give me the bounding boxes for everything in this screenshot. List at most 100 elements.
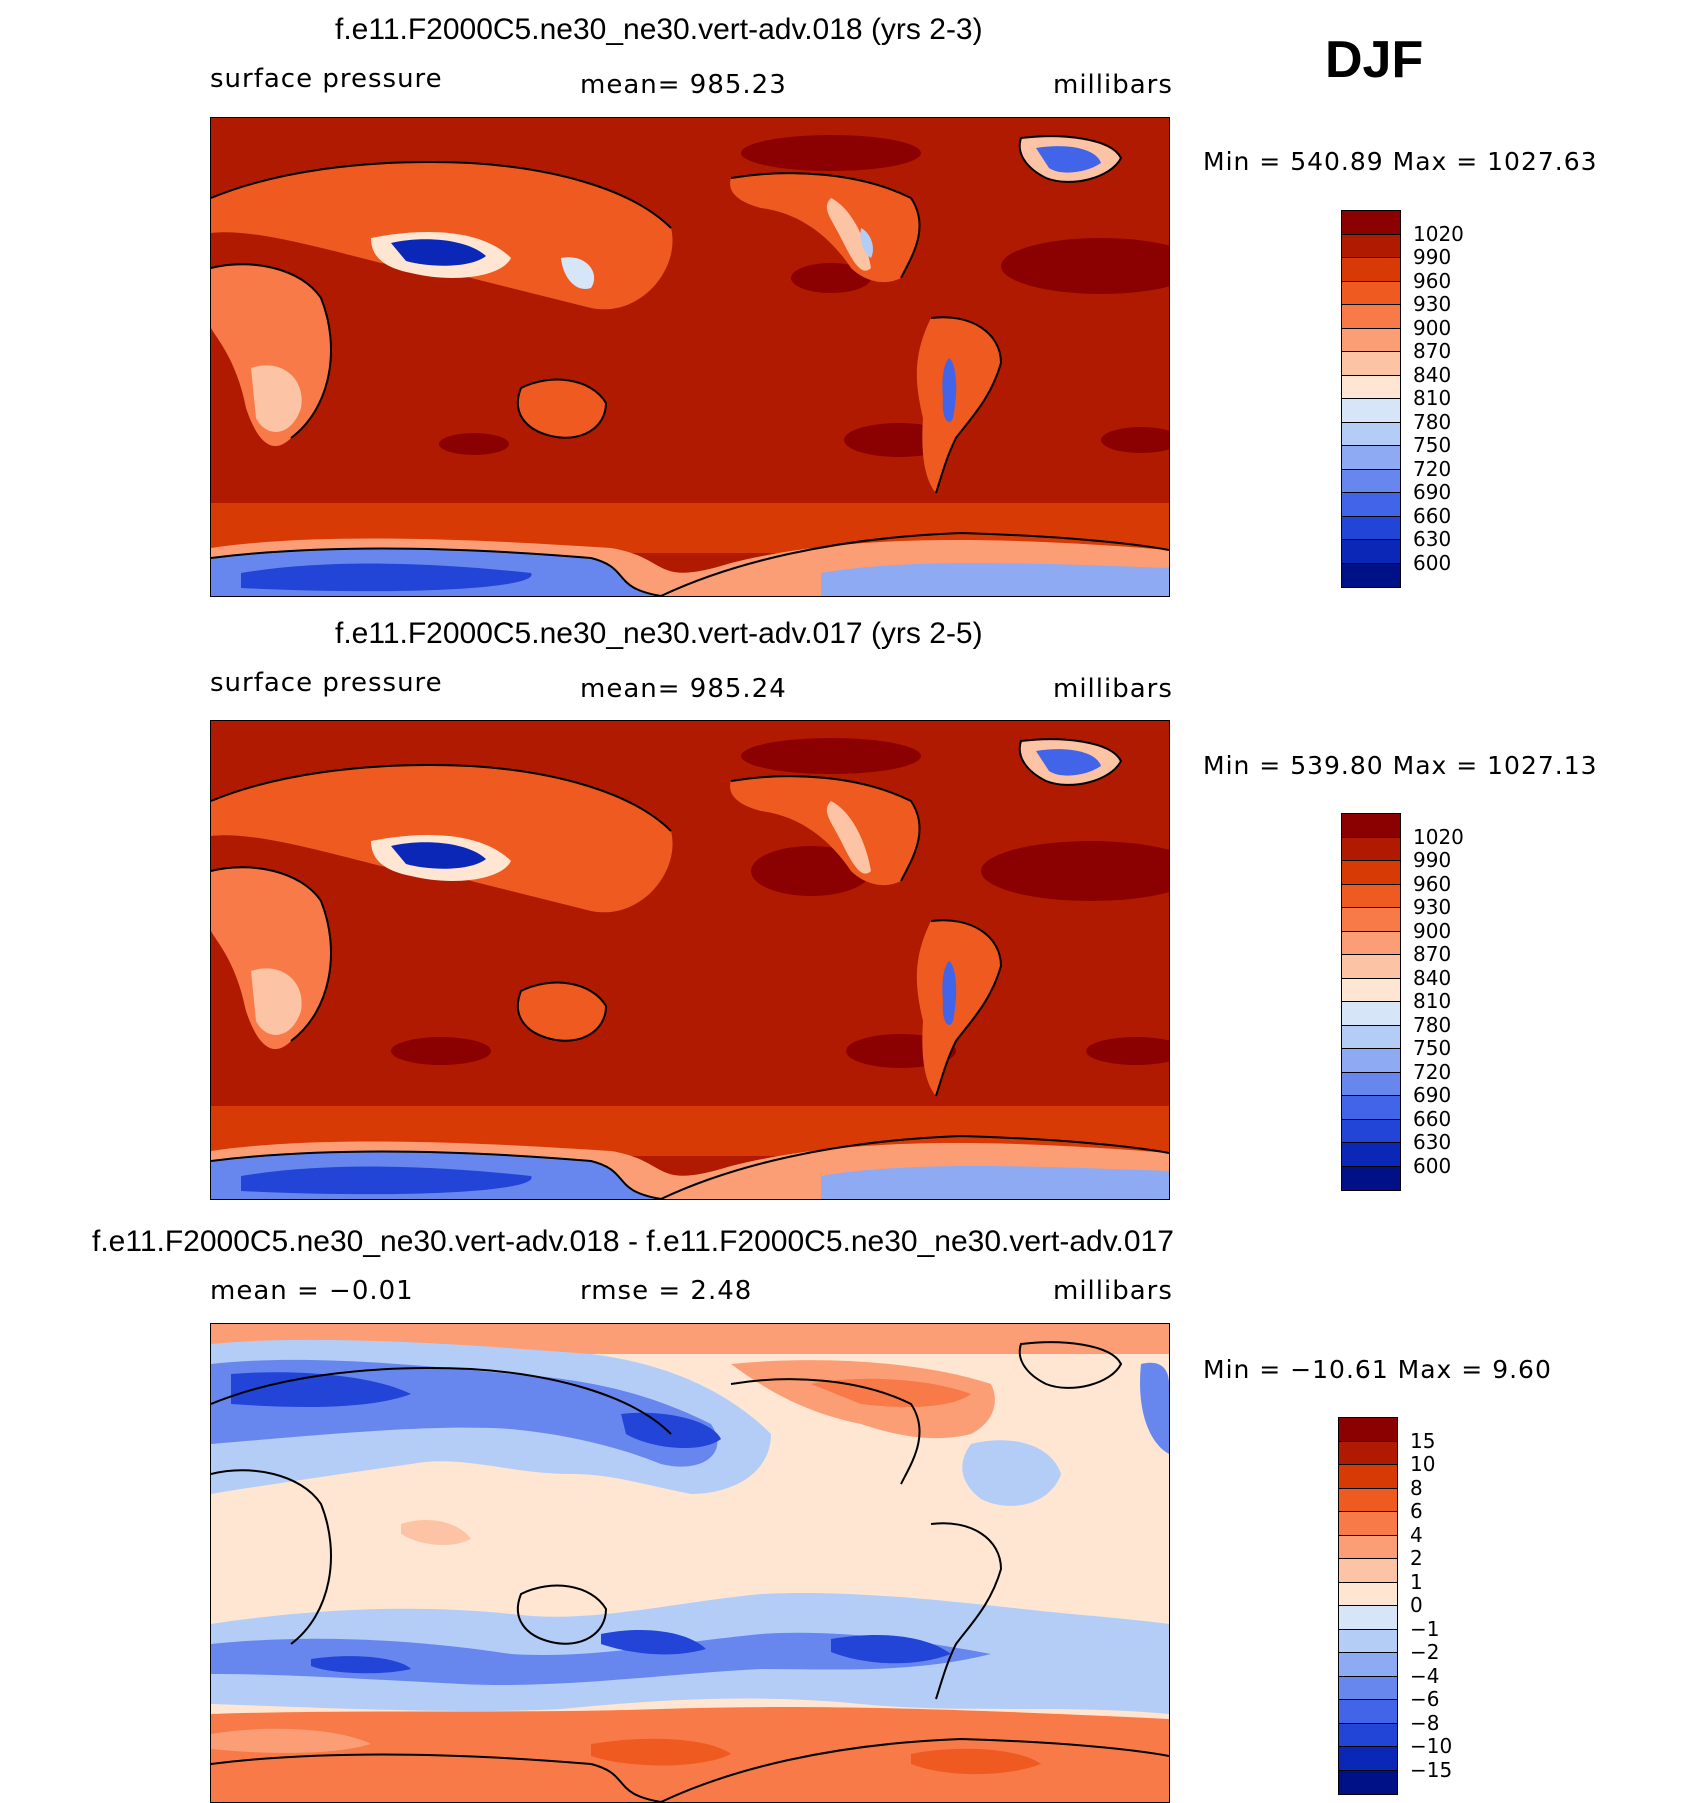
panel2-colorbar-swatch [1342,884,1400,908]
panel2-colorbar-swatch [1342,978,1400,1002]
panel1-colorbar-swatch [1342,305,1400,329]
panel3-colorbar-swatch [1339,1559,1397,1583]
panel1-colorbar-label: 750 [1413,433,1452,457]
panel1-colorbar-label: 720 [1413,456,1452,481]
panel1-colorbar-label: 690 [1413,480,1452,504]
panel2-variable-label: surface pressure [210,668,443,698]
panel3-colorbar-label: 4 [1410,1522,1423,1547]
panel2-colorbar-label: 900 [1413,918,1452,943]
panel3-colorbar-swatch [1339,1465,1397,1489]
panel3-mean-label: mean = −0.01 [210,1276,414,1306]
panel3-minmax: Min = −10.61 Max = 9.60 [1203,1355,1552,1384]
panel1-colorbar-swatch [1342,258,1400,282]
panel3-units-label: millibars [1053,1276,1173,1306]
panel2-colorbar-label: 750 [1413,1036,1452,1060]
panel3-colorbar-swatch [1339,1723,1397,1747]
panel2-colorbar-label: 810 [1413,989,1452,1013]
panel3-colorbar-swatch [1339,1582,1397,1606]
panel2-colorbar-label: 780 [1413,1012,1452,1037]
panel2-minmax: Min = 539.80 Max = 1027.13 [1203,751,1598,780]
panel1-colorbar-swatch [1342,563,1400,587]
panel2-colorbar-label: 720 [1413,1059,1452,1084]
panel1-colorbar-swatch [1342,493,1400,517]
panel3-colorbar-swatch [1339,1676,1397,1700]
panel3-colorbar-label: −8 [1410,1710,1440,1735]
panel2-colorbar-label: 870 [1413,942,1452,966]
panel1-colorbar-label: 810 [1413,386,1452,410]
panel3-colorbar-label: −15 [1410,1757,1453,1782]
panel1-colorbar-swatch [1342,375,1400,399]
panel2-colorbar-swatch [1342,931,1400,955]
panel2-colorbar-swatch [1342,1072,1400,1096]
panel3-colorbar-label: −2 [1410,1640,1440,1664]
panel2-colorbar [1341,813,1401,1191]
season-label: DJF [1325,31,1424,89]
panel1-colorbar-label: 630 [1413,527,1452,551]
panel2-colorbar-swatch [1342,908,1400,932]
panel3-colorbar-label: 1 [1410,1569,1423,1594]
panel1-title: f.e11.F2000C5.ne30_ne30.vert-adv.018 (yr… [335,13,983,46]
panel1-colorbar-swatch [1342,328,1400,352]
panel2-colorbar-label: 690 [1413,1083,1452,1107]
panel3-colorbar [1338,1417,1398,1795]
panel2-colorbar-swatch [1342,814,1400,838]
panel1-colorbar-label: 780 [1413,409,1452,434]
panel3-colorbar-swatch [1339,1629,1397,1653]
panel1-colorbar-swatch [1342,352,1400,376]
panel3-colorbar-swatch [1339,1700,1397,1724]
panel1-colorbar-label: 990 [1413,245,1452,269]
panel3-colorbar-swatch [1339,1441,1397,1465]
panel3-colorbar-swatch [1339,1512,1397,1536]
panel1-colorbar-swatch [1342,446,1400,470]
panel1-colorbar [1341,210,1401,588]
panel3-colorbar-swatch [1339,1418,1397,1442]
panel2-colorbar-label: 930 [1413,895,1452,919]
panel2-colorbar-swatch [1342,1025,1400,1049]
panel2-colorbar-label: 660 [1413,1106,1452,1131]
panel3-colorbar-swatch [1339,1535,1397,1559]
panel3-colorbar-swatch [1339,1653,1397,1677]
panel1-colorbar-swatch [1342,422,1400,446]
panel3-colorbar-swatch [1339,1747,1397,1771]
panel2-colorbar-swatch [1342,1119,1400,1143]
panel2-colorbar-swatch [1342,1002,1400,1026]
panel1-colorbar-label: 960 [1413,268,1452,293]
panel3-colorbar-label: 8 [1410,1475,1423,1500]
panel1-colorbar-swatch [1342,399,1400,423]
panel2-units-label: millibars [1053,674,1173,704]
panel2-colorbar-label: 960 [1413,871,1452,896]
panel3-map [210,1323,1170,1803]
panel2-map [210,720,1170,1200]
panel1-colorbar-swatch [1342,281,1400,305]
panel2-colorbar-swatch [1342,861,1400,885]
panel3-colorbar-label: 15 [1410,1428,1436,1453]
panel3-colorbar-swatch [1339,1770,1397,1794]
panel2-colorbar-swatch [1342,1166,1400,1190]
panel3-colorbar-swatch [1339,1606,1397,1630]
panel1-colorbar-label: 870 [1413,339,1452,363]
panel3-rmse-label: rmse = 2.48 [580,1276,753,1306]
panel3-colorbar-label: −10 [1410,1734,1453,1758]
panel2-colorbar-label: 630 [1413,1130,1452,1154]
panel3-colorbar-swatch [1339,1488,1397,1512]
panel1-colorbar-swatch [1342,211,1400,235]
panel3-colorbar-label: 10 [1410,1452,1436,1476]
panel2-colorbar-swatch [1342,837,1400,861]
panel1-colorbar-label: 840 [1413,362,1452,387]
panel1-colorbar-label: 600 [1413,550,1452,575]
panel3-colorbar-label: 2 [1410,1546,1423,1570]
panel3-colorbar-label: −6 [1410,1687,1440,1711]
panel1-variable-label: surface pressure [210,64,443,94]
panel1-minmax: Min = 540.89 Max = 1027.63 [1203,147,1598,176]
panel2-colorbar-swatch [1342,1143,1400,1167]
panel2-colorbar-label: 600 [1413,1153,1452,1178]
panel1-colorbar-label: 930 [1413,292,1452,316]
panel1-colorbar-swatch [1342,234,1400,258]
panel3-title: f.e11.F2000C5.ne30_ne30.vert-adv.018 - f… [92,1225,1174,1258]
panel1-colorbar-label: 1020 [1413,221,1464,246]
panel1-colorbar-swatch [1342,469,1400,493]
panel1-map [210,117,1170,597]
panel3-colorbar-label: −4 [1410,1663,1440,1688]
panel2-colorbar-label: 1020 [1413,824,1464,849]
panel3-colorbar-label: −1 [1410,1616,1440,1641]
